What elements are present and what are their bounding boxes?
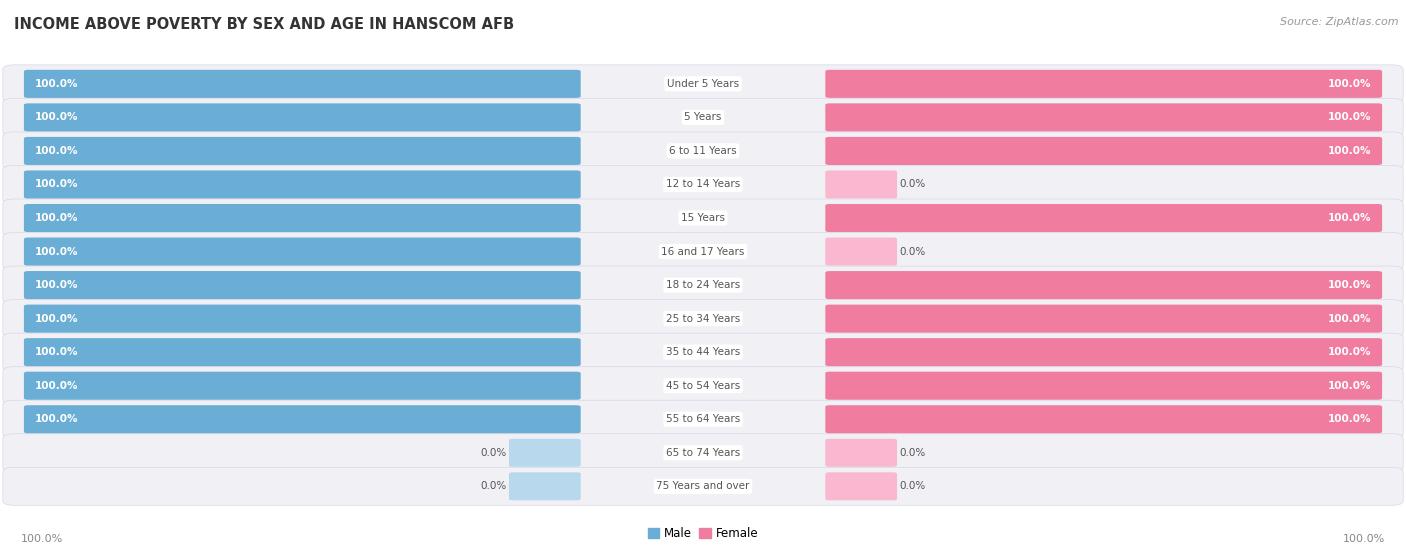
FancyBboxPatch shape — [825, 204, 1382, 232]
FancyBboxPatch shape — [825, 338, 1382, 366]
FancyBboxPatch shape — [3, 65, 1403, 103]
Text: 15 Years: 15 Years — [681, 213, 725, 223]
FancyBboxPatch shape — [3, 132, 1403, 170]
FancyBboxPatch shape — [3, 300, 1403, 338]
Text: 6 to 11 Years: 6 to 11 Years — [669, 146, 737, 156]
Text: INCOME ABOVE POVERTY BY SEX AND AGE IN HANSCOM AFB: INCOME ABOVE POVERTY BY SEX AND AGE IN H… — [14, 17, 515, 32]
Text: 16 and 17 Years: 16 and 17 Years — [661, 247, 745, 257]
Text: 0.0%: 0.0% — [900, 481, 927, 491]
Text: 100.0%: 100.0% — [35, 414, 79, 424]
Text: 65 to 74 Years: 65 to 74 Years — [666, 448, 740, 458]
FancyBboxPatch shape — [825, 103, 1382, 131]
Text: 100.0%: 100.0% — [1327, 280, 1371, 290]
Text: 100.0%: 100.0% — [1327, 381, 1371, 391]
Text: 100.0%: 100.0% — [1327, 146, 1371, 156]
Text: 100.0%: 100.0% — [35, 213, 79, 223]
Text: 0.0%: 0.0% — [479, 448, 506, 458]
Text: 100.0%: 100.0% — [1327, 314, 1371, 324]
Text: 0.0%: 0.0% — [900, 247, 927, 257]
Text: 55 to 64 Years: 55 to 64 Years — [666, 414, 740, 424]
FancyBboxPatch shape — [24, 70, 581, 98]
Text: 100.0%: 100.0% — [35, 179, 79, 190]
Text: 100.0%: 100.0% — [35, 314, 79, 324]
FancyBboxPatch shape — [3, 367, 1403, 405]
Text: 100.0%: 100.0% — [1343, 534, 1385, 544]
Text: 0.0%: 0.0% — [900, 179, 927, 190]
Text: 0.0%: 0.0% — [900, 448, 927, 458]
Text: 100.0%: 100.0% — [1327, 414, 1371, 424]
FancyBboxPatch shape — [3, 165, 1403, 203]
FancyBboxPatch shape — [24, 103, 581, 131]
Text: 100.0%: 100.0% — [1327, 347, 1371, 357]
FancyBboxPatch shape — [509, 439, 581, 467]
FancyBboxPatch shape — [24, 137, 581, 165]
FancyBboxPatch shape — [24, 405, 581, 433]
FancyBboxPatch shape — [825, 372, 1382, 400]
FancyBboxPatch shape — [825, 238, 897, 266]
Text: 100.0%: 100.0% — [35, 146, 79, 156]
FancyBboxPatch shape — [3, 233, 1403, 271]
Text: 100.0%: 100.0% — [35, 247, 79, 257]
FancyBboxPatch shape — [24, 305, 581, 333]
FancyBboxPatch shape — [825, 405, 1382, 433]
FancyBboxPatch shape — [3, 333, 1403, 371]
Text: 75 Years and over: 75 Years and over — [657, 481, 749, 491]
FancyBboxPatch shape — [3, 400, 1403, 438]
FancyBboxPatch shape — [24, 204, 581, 232]
FancyBboxPatch shape — [24, 271, 581, 299]
FancyBboxPatch shape — [3, 199, 1403, 237]
Text: 0.0%: 0.0% — [479, 481, 506, 491]
Text: 35 to 44 Years: 35 to 44 Years — [666, 347, 740, 357]
FancyBboxPatch shape — [825, 472, 897, 500]
Text: 100.0%: 100.0% — [35, 347, 79, 357]
FancyBboxPatch shape — [825, 439, 897, 467]
FancyBboxPatch shape — [3, 266, 1403, 304]
Text: 12 to 14 Years: 12 to 14 Years — [666, 179, 740, 190]
Text: 100.0%: 100.0% — [1327, 79, 1371, 89]
FancyBboxPatch shape — [3, 98, 1403, 136]
Text: 45 to 54 Years: 45 to 54 Years — [666, 381, 740, 391]
FancyBboxPatch shape — [825, 70, 1382, 98]
Text: 100.0%: 100.0% — [1327, 213, 1371, 223]
Text: 100.0%: 100.0% — [35, 112, 79, 122]
FancyBboxPatch shape — [24, 338, 581, 366]
FancyBboxPatch shape — [3, 467, 1403, 505]
FancyBboxPatch shape — [3, 434, 1403, 472]
Text: 100.0%: 100.0% — [35, 280, 79, 290]
Text: 18 to 24 Years: 18 to 24 Years — [666, 280, 740, 290]
FancyBboxPatch shape — [825, 305, 1382, 333]
Text: Source: ZipAtlas.com: Source: ZipAtlas.com — [1281, 17, 1399, 27]
FancyBboxPatch shape — [24, 238, 581, 266]
FancyBboxPatch shape — [509, 472, 581, 500]
Text: Under 5 Years: Under 5 Years — [666, 79, 740, 89]
FancyBboxPatch shape — [24, 170, 581, 198]
Text: 100.0%: 100.0% — [35, 79, 79, 89]
Legend: Male, Female: Male, Female — [643, 522, 763, 544]
Text: 100.0%: 100.0% — [35, 381, 79, 391]
FancyBboxPatch shape — [825, 170, 897, 198]
FancyBboxPatch shape — [825, 271, 1382, 299]
Text: 100.0%: 100.0% — [21, 534, 63, 544]
Text: 100.0%: 100.0% — [1327, 112, 1371, 122]
Text: 5 Years: 5 Years — [685, 112, 721, 122]
FancyBboxPatch shape — [825, 137, 1382, 165]
Text: 25 to 34 Years: 25 to 34 Years — [666, 314, 740, 324]
FancyBboxPatch shape — [24, 372, 581, 400]
